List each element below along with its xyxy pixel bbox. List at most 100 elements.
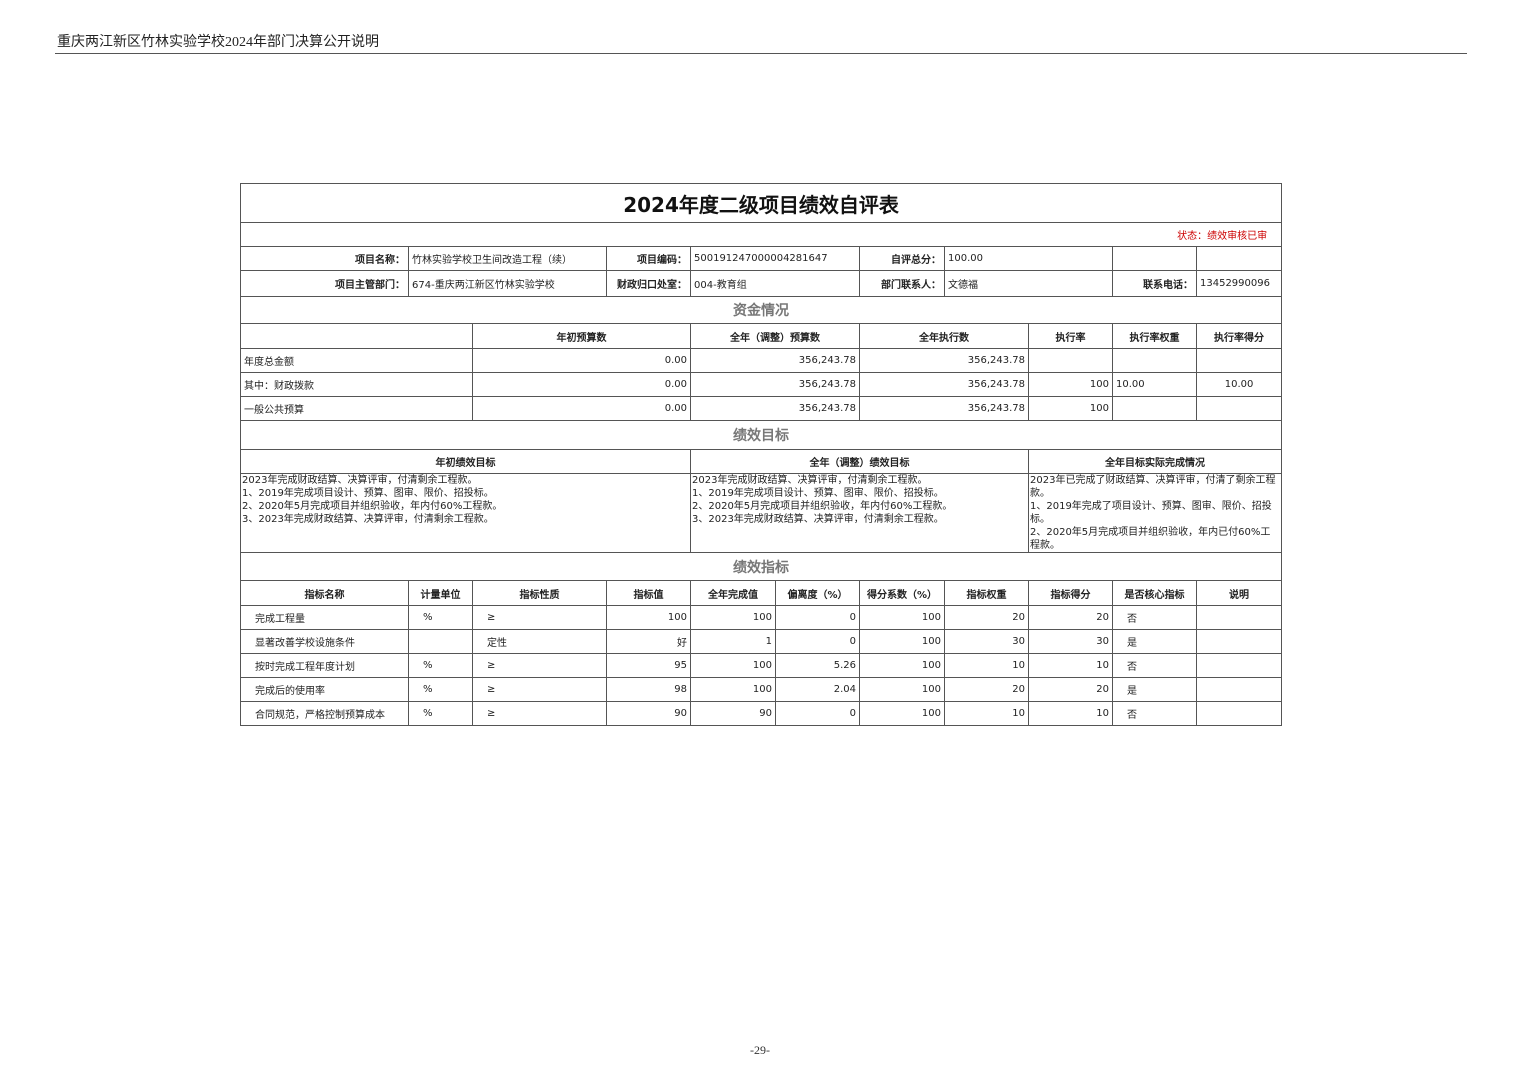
section-title: 资金情况 (239, 296, 1283, 324)
row-label: 一般公共预算 (240, 396, 473, 421)
indicator-score: 20 (1028, 605, 1113, 630)
section-title: 绩效目标 (239, 420, 1283, 450)
column-header: 年初绩效目标 (240, 449, 691, 474)
info-value: 674-重庆两江新区竹林实验学校 (408, 270, 607, 297)
goals-header: 年初绩效目标 全年（调整）绩效目标 全年目标实际完成情况 (240, 449, 1283, 474)
document-header: 重庆两江新区竹林实验学校2024年部门决算公开说明 (57, 35, 379, 50)
indicator-note (1195, 605, 1283, 630)
indicator-row: 完成工程量% ≥100 100 0 100 20 20 否 (240, 605, 1283, 630)
info-label: 项目编码： (606, 246, 691, 271)
indicator-actual: 90 (690, 701, 776, 726)
indicator-deviation: 0 (775, 629, 860, 654)
amount (1028, 348, 1113, 373)
indicator-score: 10 (1028, 653, 1113, 678)
indicator-score: 10 (1028, 701, 1113, 726)
section-row: 绩效目标 (239, 420, 1283, 450)
amount: 0.00 (472, 372, 691, 397)
info-row: 项目名称： 竹林实验学校卫生间改造工程（续） 项目编码： 50019124700000… (240, 246, 1283, 271)
section-row: 绩效指标 (239, 552, 1283, 581)
indicator-coefficient: 100 (859, 629, 945, 654)
indicator-row: 显著改善学校设施条件 定性好 1 0 100 30 30 是 (240, 629, 1283, 654)
funds-row: 年度总金额 0.00 356,243.78 356,243.78 (240, 348, 1283, 373)
indicator-weight: 20 (944, 677, 1029, 702)
amount: 0.00 (472, 348, 691, 373)
column-header: 年初预算数 (472, 323, 691, 349)
funds-row: 其中：财政拨款 0.00 356,243.78 356,243.78 100 10.00 1… (240, 372, 1283, 397)
info-value: 100.00 (944, 246, 1113, 271)
info-value: 文德福 (944, 270, 1113, 297)
column-header: 指标值 (606, 580, 691, 606)
info-label: 项目名称： (240, 246, 409, 271)
column-header: 全年执行数 (859, 323, 1029, 349)
info-value: 13452990096 (1195, 270, 1283, 297)
indicator-nature: 定性 (472, 629, 607, 654)
indicator-actual: 100 (690, 677, 776, 702)
indicator-actual: 100 (690, 605, 776, 630)
column-header: 执行率权重 (1112, 323, 1197, 349)
indicator-name: 显著改善学校设施条件 (240, 629, 409, 654)
indicator-nature: ≥ (472, 605, 607, 630)
column-header: 全年（调整）预算数 (690, 323, 860, 349)
column-header: 全年目标实际完成情况 (1027, 449, 1283, 474)
amount: 356,243.78 (690, 348, 860, 373)
indicator-deviation: 2.04 (775, 677, 860, 702)
funds-row: 一般公共预算 0.00 356,243.78 356,243.78 100 (240, 396, 1283, 421)
info-label: 联系电话： (1112, 270, 1197, 297)
section-row: 资金情况 (239, 296, 1283, 324)
indicator-core: 是 (1112, 629, 1197, 654)
column-header: 指标性质 (472, 580, 607, 606)
column-header: 说明 (1195, 580, 1283, 606)
amount: 356,243.78 (690, 372, 860, 397)
funds-header: 年初预算数 全年（调整）预算数 全年执行数 执行率 执行率权重 执行率得分 (240, 323, 1283, 349)
amount: 356,243.78 (859, 372, 1029, 397)
indicator-score: 20 (1028, 677, 1113, 702)
column-header: 执行率得分 (1195, 323, 1283, 349)
row-label: 年度总金额 (240, 348, 473, 373)
goal-text: 2023年已完成了财政结算、决算评审，付清了剩余工程款。 1、2019年完成了项… (1027, 473, 1283, 553)
indicator-row: 按时完成工程年度计划% ≥95 100 5.26 100 10 10 否 (240, 653, 1283, 678)
indicator-core: 是 (1112, 677, 1197, 702)
goal-text: 2023年完成财政结算、决算评审，付清剩余工程款。 1、2019年完成项目设计、… (690, 473, 1029, 553)
indicator-note (1195, 653, 1283, 678)
indicator-note (1195, 701, 1283, 726)
indicator-nature: ≥ (472, 701, 607, 726)
status: 状态：绩效审核已审 (239, 222, 1283, 247)
title-row: 2024年度二级项目绩效自评表 (239, 183, 1283, 223)
amount: 10.00 (1195, 372, 1283, 397)
column-header: 指标得分 (1028, 580, 1113, 606)
info-row: 项目主管部门： 674-重庆两江新区竹林实验学校 财政归口处室： 004-教育组 部门联… (240, 270, 1283, 297)
amount (1112, 348, 1197, 373)
indicator-target: 95 (606, 653, 691, 678)
indicator-coefficient: 100 (859, 701, 945, 726)
indicator-target: 98 (606, 677, 691, 702)
column-header: 指标名称 (240, 580, 409, 606)
indicator-name: 完成后的使用率 (240, 677, 409, 702)
column-header: 执行率 (1028, 323, 1113, 349)
indicator-header: 指标名称 计量单位 指标性质 指标值 全年完成值 偏离度（%） 得分系数（%） 指标权重 指标得… (240, 580, 1283, 606)
empty-cell (1112, 246, 1197, 271)
indicator-core: 否 (1112, 653, 1197, 678)
goals-row: 2023年完成财政结算、决算评审，付清剩余工程款。 1、2019年完成项目设计、… (240, 473, 1283, 553)
indicator-core: 否 (1112, 701, 1197, 726)
info-label: 项目主管部门： (240, 270, 409, 297)
info-label: 部门联系人： (859, 270, 945, 297)
amount: 356,243.78 (859, 396, 1029, 421)
amount: 356,243.78 (859, 348, 1029, 373)
indicator-note (1195, 629, 1283, 654)
indicator-nature: ≥ (472, 677, 607, 702)
amount (1195, 396, 1283, 421)
empty-cell (1195, 246, 1283, 271)
indicator-name: 按时完成工程年度计划 (240, 653, 409, 678)
indicator-coefficient: 100 (859, 605, 945, 630)
amount: 356,243.78 (690, 396, 860, 421)
indicator-note (1195, 677, 1283, 702)
amount: 100 (1028, 372, 1113, 397)
amount (1195, 348, 1283, 373)
column-header: 计量单位 (408, 580, 473, 606)
column-header: 全年完成值 (690, 580, 776, 606)
row-label: 其中：财政拨款 (240, 372, 473, 397)
column-header: 是否核心指标 (1112, 580, 1197, 606)
header-rule (55, 53, 1467, 54)
